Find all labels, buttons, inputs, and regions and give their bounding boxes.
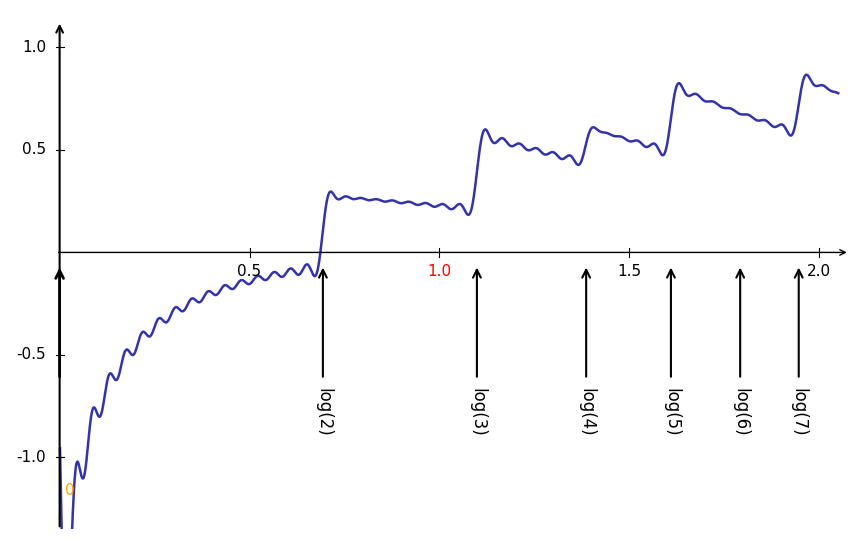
Text: 1.0: 1.0	[427, 263, 452, 278]
Text: 0.5: 0.5	[23, 143, 46, 158]
Text: log(6): log(6)	[731, 388, 749, 436]
Text: 2.0: 2.0	[807, 263, 831, 278]
Text: log(7): log(7)	[790, 388, 808, 436]
Text: 1.0: 1.0	[23, 40, 46, 55]
Text: 1.5: 1.5	[617, 263, 642, 278]
Text: -0.5: -0.5	[16, 348, 46, 363]
Text: log(5): log(5)	[662, 388, 680, 436]
Text: log(4): log(4)	[577, 388, 595, 436]
Text: 0.5: 0.5	[238, 263, 262, 278]
Text: log(3): log(3)	[468, 388, 486, 437]
Text: log(2): log(2)	[314, 388, 332, 437]
Text: 0: 0	[65, 483, 75, 499]
Text: -1.0: -1.0	[16, 450, 46, 465]
